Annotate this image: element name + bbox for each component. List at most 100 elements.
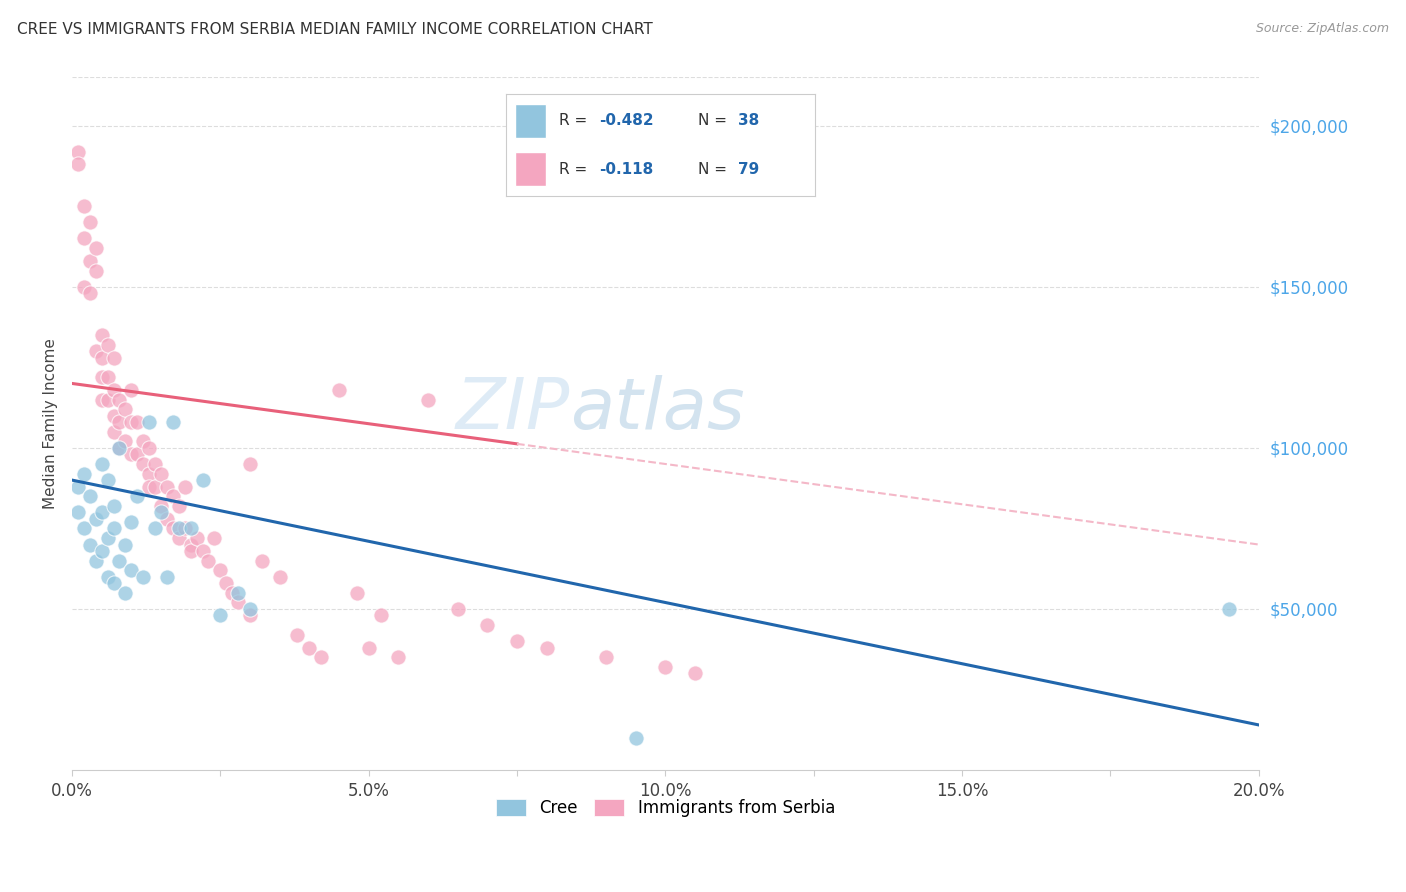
Point [328,383,350,397]
Text: N =: N = [697,113,731,128]
Point [162,521,184,535]
Point [138,479,160,493]
Point [97,370,120,384]
Point [173,521,195,535]
Point [108,392,131,407]
Point [209,563,232,577]
Point [506,634,529,648]
Point [654,660,676,674]
Point [595,650,617,665]
Point [387,650,409,665]
Y-axis label: Median Family Income: Median Family Income [44,338,58,509]
Point [167,521,190,535]
Point [79,254,101,268]
Point [79,489,101,503]
Point [180,521,202,535]
Point [197,553,219,567]
Point [90,328,112,343]
Point [114,402,136,417]
Point [90,351,112,365]
Point [143,521,166,535]
Point [97,392,120,407]
Point [108,441,131,455]
Point [73,521,96,535]
Point [477,618,499,632]
Point [66,157,89,171]
Point [162,415,184,429]
Point [167,531,190,545]
Point [97,338,120,352]
Point [103,576,125,591]
Point [287,628,309,642]
Text: R =: R = [558,113,592,128]
Text: Source: ZipAtlas.com: Source: ZipAtlas.com [1256,22,1389,36]
Point [114,434,136,449]
Point [186,531,208,545]
Point [103,351,125,365]
Point [150,505,173,519]
Point [239,608,262,623]
Point [84,512,107,526]
Point [108,553,131,567]
Point [138,441,160,455]
Point [66,145,89,159]
Point [84,263,107,277]
Point [167,499,190,513]
Point [79,215,101,229]
Point [108,415,131,429]
Text: CREE VS IMMIGRANTS FROM SERBIA MEDIAN FAMILY INCOME CORRELATION CHART: CREE VS IMMIGRANTS FROM SERBIA MEDIAN FA… [17,22,652,37]
Point [156,479,179,493]
Point [73,231,96,245]
Point [97,531,120,545]
Point [180,544,202,558]
Point [191,473,214,487]
Text: atlas: atlas [571,376,745,444]
Point [446,602,468,616]
Point [120,383,142,397]
Point [103,383,125,397]
Point [143,479,166,493]
Point [226,586,249,600]
Point [239,457,262,471]
Point [150,467,173,481]
Point [90,457,112,471]
Point [138,467,160,481]
Point [73,199,96,213]
Text: ZIP: ZIP [456,376,571,444]
Point [132,457,155,471]
Text: 79: 79 [738,161,759,177]
Point [73,467,96,481]
Point [120,447,142,461]
Point [624,731,647,745]
Point [97,473,120,487]
Point [180,537,202,551]
Point [66,479,89,493]
Point [191,544,214,558]
Point [73,280,96,294]
Point [143,457,166,471]
Point [84,553,107,567]
Point [79,286,101,301]
Point [84,241,107,255]
Point [162,489,184,503]
Bar [516,153,547,186]
Point [269,570,291,584]
Point [683,666,706,681]
Point [103,409,125,423]
Point [1218,602,1240,616]
Point [90,392,112,407]
Point [97,570,120,584]
Point [298,640,321,655]
Point [79,537,101,551]
Text: R =: R = [558,161,596,177]
Text: -0.482: -0.482 [599,113,654,128]
Text: -0.118: -0.118 [599,161,654,177]
Point [215,576,238,591]
Point [357,640,380,655]
Point [150,499,173,513]
Point [120,563,142,577]
Text: 38: 38 [738,113,759,128]
Point [114,586,136,600]
Text: N =: N = [697,161,731,177]
Point [127,415,149,429]
